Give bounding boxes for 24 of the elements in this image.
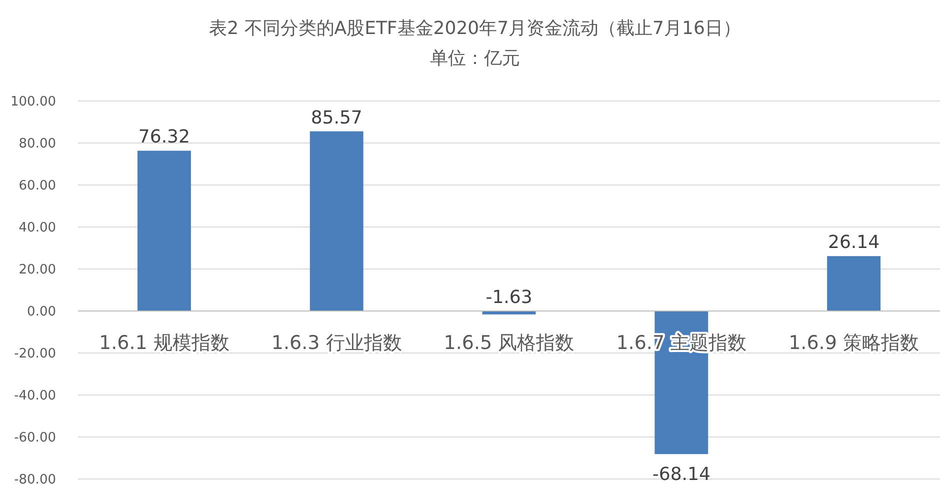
data-label: 85.57 (310, 107, 362, 128)
data-label: -1.63 (486, 287, 532, 308)
chart-subtitle: 单位：亿元 (430, 48, 520, 69)
x-tick-label: 1.6.3 行业指数 (271, 332, 402, 354)
bar (137, 150, 191, 311)
data-label: 76.32 (138, 126, 190, 148)
y-tick-label: -20.00 (14, 346, 56, 362)
y-tick-label: 40.00 (18, 220, 56, 236)
y-tick-label: 80.00 (18, 136, 56, 152)
bar (310, 131, 364, 311)
y-tick-label: -80.00 (14, 472, 56, 488)
y-tick-label: 60.00 (18, 178, 56, 194)
data-label: -68.14 (652, 464, 710, 486)
data-label: 26.14 (828, 232, 880, 254)
y-tick-label: 100.00 (10, 94, 56, 110)
x-tick-label: 1.6.9 策略指数 (788, 332, 919, 354)
bar (827, 256, 881, 311)
y-tick-label: 20.00 (18, 262, 56, 278)
y-tick-label: -40.00 (14, 388, 56, 404)
y-tick-label: -60.00 (14, 430, 56, 446)
x-tick-label: 1.6.5 风格指数 (444, 332, 574, 354)
chart-title: 表2 不同分类的A股ETF基金2020年7月资金流动（截止7月16日） (209, 18, 741, 39)
x-tick-label: 1.6.1 规模指数 (99, 332, 230, 354)
y-tick-label: 0.00 (27, 304, 56, 320)
